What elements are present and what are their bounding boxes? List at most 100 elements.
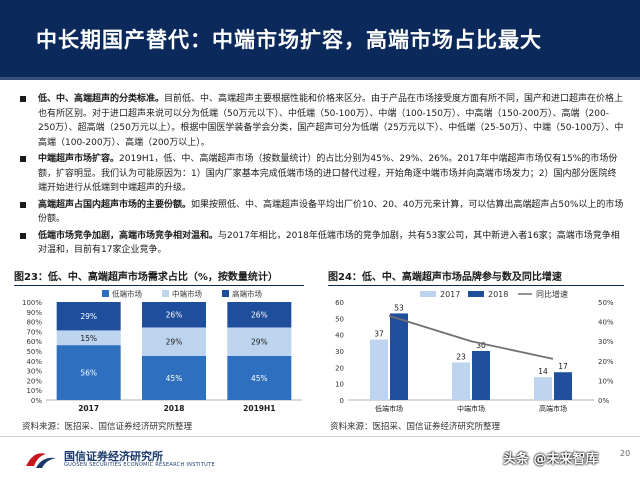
- y-tick-label: 40%: [26, 358, 42, 366]
- bar: [554, 372, 572, 400]
- x-tick-label: 2017: [78, 404, 99, 413]
- y-tick-label: 10: [335, 381, 344, 389]
- data-label: 29%: [251, 338, 268, 347]
- bar: [534, 377, 552, 400]
- y-tick-label: 10%: [26, 387, 42, 395]
- y-tick-label: 0%: [31, 397, 42, 405]
- data-label: 26%: [251, 311, 268, 320]
- data-label: 37: [374, 330, 384, 339]
- y-tick-label: 30: [335, 348, 344, 356]
- bullet-square-icon: [20, 232, 26, 239]
- legend-swatch: [468, 291, 484, 297]
- data-label: 45%: [251, 374, 268, 383]
- y2-tick-label: 30%: [598, 338, 614, 346]
- figure-23-source: 资料来源：医招采、国信证券经济研究所整理: [22, 422, 193, 432]
- page-title: 中长期国产替代：中端市场扩容，高端市场占比最大: [36, 28, 542, 52]
- legend-label: 2017: [440, 290, 460, 299]
- footer-divider: [0, 436, 640, 437]
- legend-swatch: [102, 290, 109, 297]
- data-label: 15%: [80, 334, 97, 343]
- bar-segment: [56, 345, 121, 400]
- bullet-text: 与2017年相比，2018年低端市场的竞争加剧，共有53家公司，其中新进入者16…: [38, 230, 620, 256]
- y-tick-label: 60%: [26, 338, 42, 346]
- bullet-square-icon: [20, 156, 26, 162]
- y-tick-label: 50: [335, 315, 344, 323]
- y-tick-label: 30%: [26, 368, 42, 376]
- y-tick-label: 80%: [26, 319, 42, 327]
- data-label: 17: [558, 362, 568, 371]
- legend-swatch: [222, 290, 229, 297]
- stacked-share-chart: 0% 10% 20%30% 40% 50% 60% 70%80% 90% 100% 低端市场 中端市…: [22, 289, 302, 413]
- bullet-lead: 低端市场竞争加剧，高端市场竞争相对温和。: [38, 230, 219, 241]
- logo-english: GUOSEN SECURITIES ECONOMIC RESEARCH INST…: [64, 462, 215, 468]
- bullet-item: 高端超声占国内超声市场的主要份额。如果按照低、中、高端超声设备平均出厂价10、2…: [14, 198, 624, 227]
- brand-count-chart: 0 10 20 30 40 50 60 0% 10% 20% 30% 40% 50% 2017 2018 同比…: [335, 289, 614, 413]
- legend-swatch: [420, 291, 436, 297]
- watermark: 头条 @未来智库: [503, 452, 599, 467]
- y-tick-label: 90%: [26, 309, 42, 317]
- bullet-square-icon: [20, 96, 26, 102]
- y2-tick-label: 10%: [598, 377, 614, 385]
- bar-segment: [227, 355, 292, 400]
- bar: [452, 362, 470, 400]
- y-tick-label: 100%: [22, 299, 42, 307]
- y2-tick-label: 50%: [598, 299, 614, 307]
- y-tick-label: 70%: [26, 328, 42, 336]
- bullet-list: 低、中、高端超声的分类标准。目前低、中、高端超声主要根据性能和价格来区分。由于产…: [14, 92, 624, 260]
- data-label: 29%: [80, 312, 97, 321]
- bar-segment: [227, 327, 292, 356]
- x-tick-label: 高端市场: [539, 404, 567, 413]
- bullet-item: 中端超声市场扩容。2019H1，低、中、高端超声市场（按数量统计）的占比分别为4…: [14, 152, 624, 196]
- y-tick-label: 50%: [26, 348, 42, 356]
- x-tick-label: 低端市场: [375, 404, 403, 413]
- growth-line: [388, 314, 554, 360]
- title-bar: 中长期国产替代：中端市场扩容，高端市场占比最大: [0, 0, 640, 80]
- title-stripe: [0, 77, 640, 80]
- bullet-lead: 中端超声市场扩容。: [38, 154, 120, 164]
- data-label: 45%: [166, 374, 183, 383]
- legend-label: 中端市场: [172, 289, 202, 299]
- figure-24-title: 图24：低、中、高端超声市场品牌参与数及同比增速: [328, 266, 624, 286]
- figure-23-title: 图23：低、中、高端超声市场需求占比（%，按数量统计）: [14, 266, 304, 286]
- legend-label: 2018: [488, 290, 508, 299]
- bullet-item: 低、中、高端超声的分类标准。目前低、中、高端超声主要根据性能和价格来区分。由于产…: [14, 92, 624, 150]
- logo-chinese: 国信证券经济研究所: [64, 450, 163, 463]
- bar-segment: [56, 302, 121, 331]
- legend-swatch: [162, 290, 169, 297]
- data-label: 29%: [166, 338, 183, 347]
- bullet-item: 低端市场竞争加剧，高端市场竞争相对温和。与2017年相比，2018年低端市场的竞…: [14, 229, 624, 258]
- bar: [370, 339, 388, 400]
- legend-label: 高端市场: [232, 289, 262, 299]
- bullet-lead: 高端超声占国内超声市场的主要份额。: [38, 199, 192, 210]
- data-label: 53: [394, 303, 404, 312]
- data-label: 26%: [166, 311, 183, 320]
- bullet-square-icon: [20, 201, 26, 208]
- bar-segment: [56, 330, 121, 346]
- legend-label: 低端市场: [112, 289, 142, 299]
- y-tick-label: 0: [340, 397, 344, 405]
- data-label: 56%: [80, 369, 97, 378]
- page-number: 20: [620, 449, 631, 458]
- legend-label: 同比增速: [536, 289, 568, 299]
- bar-segment: [142, 355, 206, 400]
- figure-24-source: 资料来源：医招采、国信证券经济研究所整理: [330, 422, 501, 432]
- data-label: 14: [538, 367, 548, 376]
- y-tick-label: 40: [335, 332, 344, 340]
- bar-segment: [142, 327, 206, 356]
- bullet-text: 如果按照低、中、高端超声设备平均出厂价10、20、40万元来计算，可以估算出高端…: [38, 199, 624, 225]
- bullet-text: 2019H1，低、中、高端超声市场（按数量统计）的占比分别为45%、29%、26…: [38, 154, 618, 193]
- x-tick-label: 2018: [164, 404, 185, 413]
- bullet-text: 目前低、中、高端超声主要根据性能和价格来区分。由于产品在市场接受度方面有所不同，…: [38, 94, 624, 148]
- guosen-logo-icon: [26, 453, 56, 468]
- x-tick-label: 中端市场: [457, 404, 485, 413]
- y2-tick-label: 0%: [598, 397, 609, 405]
- y-tick-label: 20: [335, 364, 344, 372]
- bullet-lead: 低、中、高端超声的分类标准。: [38, 94, 165, 104]
- y2-tick-label: 20%: [598, 358, 614, 366]
- bar: [390, 313, 408, 400]
- y-tick-label: 20%: [26, 377, 42, 385]
- bar: [472, 351, 490, 400]
- bar-segment: [142, 302, 206, 328]
- data-label: 30: [476, 341, 486, 350]
- data-label: 23: [456, 352, 466, 361]
